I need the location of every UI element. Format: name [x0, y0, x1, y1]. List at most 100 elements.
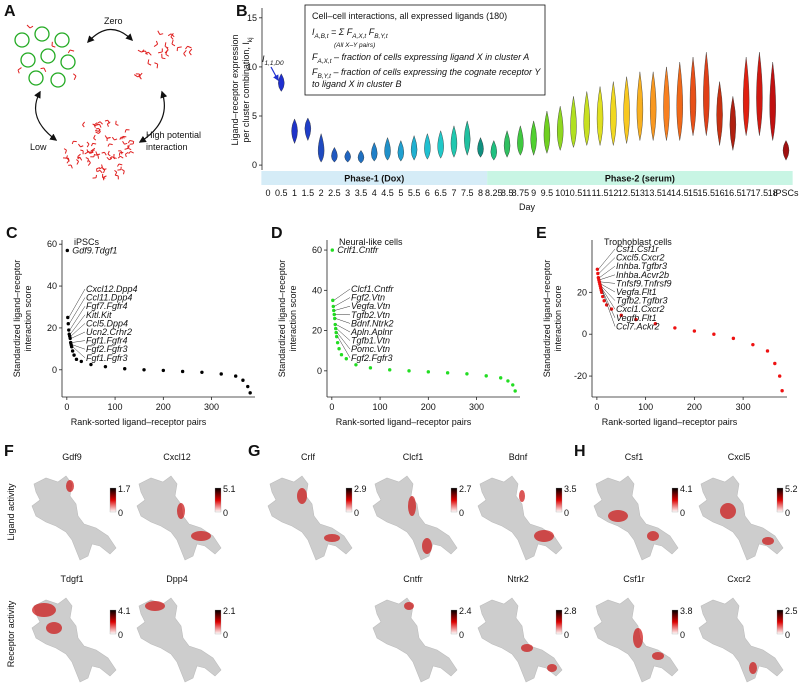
activity-patch — [633, 628, 643, 648]
cell — [60, 54, 76, 70]
leader-line — [337, 336, 351, 358]
phase-bar — [487, 171, 793, 185]
violin — [703, 52, 710, 136]
x-tick-label: 16 — [715, 188, 725, 198]
point — [751, 342, 755, 347]
x-tick-label: 0 — [329, 402, 334, 412]
x-tick-label: 7.5 — [461, 188, 474, 198]
ligand-mark — [170, 33, 174, 40]
ligand-mark — [93, 134, 97, 141]
ligand-mark — [147, 59, 152, 66]
activity-patch — [191, 531, 211, 541]
point-label: Tnfsf9.Tnfrsf9 — [616, 278, 672, 288]
ligand-mark — [85, 157, 89, 163]
x-tick-label: 10.5 — [565, 188, 583, 198]
activity-patch — [145, 601, 165, 611]
point — [72, 353, 76, 357]
gene-name: Cxcr2 — [727, 574, 751, 584]
x-tick-label: 6 — [425, 188, 430, 198]
point — [69, 345, 74, 349]
ligand-mark — [76, 159, 80, 165]
violin — [623, 76, 630, 144]
x-tick-label: 200 — [156, 402, 171, 412]
colorbar — [555, 609, 563, 635]
feature-map: Csf1 4.1 0 — [593, 452, 693, 561]
colorbar — [450, 487, 458, 513]
ligand-mark — [164, 42, 169, 49]
x-tick-label: 1 — [292, 188, 297, 198]
colorbar-min: 0 — [785, 508, 790, 518]
x-tick-label: 8 — [478, 188, 483, 198]
colorbar — [109, 487, 117, 513]
point — [333, 322, 337, 327]
label-low: Low — [30, 142, 47, 152]
point-label: Kitl.Kit — [86, 310, 112, 320]
point — [331, 304, 335, 309]
subscript: A,X,t — [317, 58, 333, 65]
point — [513, 389, 517, 393]
feature-map: Cntfr 2.4 0 — [372, 574, 472, 683]
point-label: Cxcl5.Cxcr2 — [616, 253, 665, 263]
cell — [14, 32, 30, 48]
ligand-mark — [113, 154, 117, 159]
point-label: Inhba.Tgfbr3 — [616, 261, 667, 271]
x-tick-label: 3.5 — [355, 188, 368, 198]
point — [511, 383, 515, 387]
point — [484, 374, 488, 378]
subscript: A,B,t — [314, 33, 330, 40]
point — [634, 317, 638, 322]
leader-line — [600, 283, 616, 293]
embedding — [593, 597, 679, 683]
colorbar — [555, 487, 563, 513]
colorbar — [671, 609, 679, 635]
point — [66, 322, 70, 326]
ligand-mark — [124, 129, 130, 133]
point — [344, 357, 348, 361]
point — [619, 313, 623, 318]
x-tick-label: 100 — [638, 402, 653, 412]
ligand-mark — [122, 140, 128, 145]
x-tick-label: 8.75 — [512, 188, 530, 198]
x-tick-label: 13.5 — [644, 188, 662, 198]
ligand-mark — [40, 67, 47, 73]
colorbar-min: 0 — [223, 508, 228, 518]
point-label: Fgf2.Fgfr3 — [86, 344, 128, 354]
gene-name: Crlf — [301, 452, 315, 462]
point — [673, 326, 677, 330]
y-axis-title: Standardized ligand–receptor — [542, 260, 552, 378]
ligand-mark — [92, 174, 97, 179]
x-tick-label: 13 — [635, 188, 645, 198]
activity-patch — [647, 531, 659, 541]
embedding — [372, 597, 458, 683]
point — [67, 328, 71, 332]
x-tick-label: 12 — [608, 188, 618, 198]
activity-patch — [46, 622, 62, 634]
activity-patch — [32, 603, 56, 617]
ligand-mark — [62, 155, 68, 159]
violin — [716, 81, 723, 146]
point — [354, 363, 358, 367]
x-tick-label: 0 — [265, 188, 270, 198]
point — [368, 366, 373, 370]
x-axis-title: Rank-sorted ligand–receptor pairs — [71, 417, 207, 427]
colorbar-min: 0 — [785, 630, 790, 640]
text-run: Ligand–receptor expression — [230, 34, 240, 145]
point — [596, 271, 600, 276]
x-tick-label: 100 — [373, 402, 388, 412]
point-label: Vegfa.Flt1 — [616, 287, 657, 297]
leader-line — [334, 305, 351, 311]
colorbar — [109, 609, 117, 635]
point-label: Apln.Aplnr — [350, 327, 394, 337]
colorbar-max: 2.7 — [459, 484, 472, 494]
embedding-shape — [31, 475, 117, 561]
colorbar-max: 2.8 — [564, 606, 577, 616]
text-run: I — [312, 27, 315, 37]
y-axis-title: interaction score — [553, 285, 563, 351]
x-tick-label: 14.5 — [671, 188, 689, 198]
violin — [663, 66, 670, 141]
ligand-mark — [92, 123, 99, 127]
ligand-mark — [128, 151, 134, 154]
point — [765, 349, 770, 353]
x-tick-label: 17.5 — [751, 188, 769, 198]
point — [142, 368, 146, 372]
